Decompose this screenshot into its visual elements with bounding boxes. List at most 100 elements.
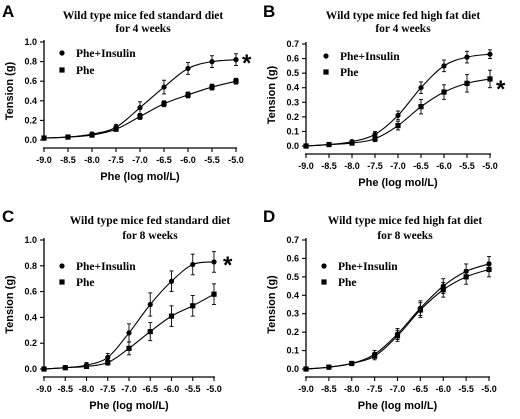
series-phe [41,77,239,141]
data-point [62,365,68,371]
data-point [185,92,191,98]
data-point [487,76,493,82]
data-point [303,366,309,372]
data-point [394,333,401,339]
x-tick-label: -8.5 [321,384,337,394]
legend-marker [323,69,329,75]
legend-marker [59,67,65,73]
legend-marker [323,53,329,59]
x-tick-label: -5.5 [204,155,220,165]
series-phe [41,283,217,372]
y-tick-label: 0.2 [24,115,37,125]
data-point [190,303,196,309]
series-line [305,268,490,370]
y-tick-label: 0.2 [286,112,299,122]
data-point [113,126,119,132]
x-tick-label: -6.0 [180,155,196,165]
data-point [105,359,111,366]
y-axis-label: Tension (g) [266,65,278,124]
panel-title-line: for 8 weeks [377,230,433,242]
x-tick-label: -6.0 [436,161,452,171]
significance-marker: * [496,76,506,103]
panel-letter: A [2,2,14,21]
x-tick-label: -8.0 [344,384,360,394]
legend-label: Phe [338,277,357,289]
y-tick-label: 0.6 [24,287,37,297]
x-tick-label: -7.5 [108,155,124,165]
y-tick-label: 0.8 [24,261,37,271]
y-tick-label: 0.0 [286,141,299,151]
series-phe [303,261,492,372]
legend-label: Phe [76,277,95,289]
y-tick-label: 0.0 [286,364,299,374]
data-point [41,366,47,372]
legend-marker [321,279,327,285]
data-point [326,141,332,148]
x-tick-label: -9.0 [298,384,314,394]
data-point [418,104,424,110]
panel-title-line: for 8 weeks [122,230,178,242]
significance-marker: * [242,50,252,77]
panel-title-line: for 4 weeks [375,23,431,35]
x-tick-label: -7.0 [390,384,406,394]
y-axis-label: Tension (g) [266,275,278,334]
series-phe-insulin [303,49,493,149]
data-point [161,84,167,90]
significance-marker: * [223,252,233,279]
legend: Phe+Insulin Phe [59,48,136,77]
y-tick-label: 0.6 [286,253,299,263]
y-tick-label: 0.6 [24,76,37,86]
legend-marker [59,279,65,285]
data-point [487,51,493,57]
legend: Phe+Insulin Phe [321,261,398,289]
y-tick-label: 1.0 [24,37,37,47]
x-tick-label: -5.0 [228,155,244,165]
x-tick-label: -6.5 [413,384,429,394]
x-tick-label: -8.0 [79,384,95,394]
data-point [326,364,332,370]
y-tick-label: 0.5 [286,68,299,78]
series-phe-insulin [41,53,239,141]
y-axis-label: Tension (g) [4,275,16,334]
legend-label: Phe+Insulin [76,48,136,60]
y-tick-label: 0.8 [24,57,37,67]
y-axis-label: Tension (g) [4,61,16,120]
panel-letter: D [263,207,275,226]
legend-label: Phe+Insulin [76,261,136,273]
y-tick-label: 0.3 [286,309,299,319]
x-tick-label: -6.0 [435,384,451,394]
panel-title-line: Wild type mice fed standard diet [70,215,231,227]
y-tick-label: 0.4 [286,290,299,300]
x-tick-label: -5.5 [185,384,201,394]
x-tick-label: -7.5 [100,384,116,394]
data-point [349,360,355,367]
data-point [209,84,215,90]
data-point [147,301,153,308]
data-point [211,259,217,265]
data-point [137,105,143,111]
data-point [349,140,355,146]
x-tick-label: -7.0 [121,384,137,394]
data-point [105,354,111,360]
x-tick-label: -7.0 [132,155,148,165]
chart-panel-D: D Wild type mice fed high fat diet for 8 w… [263,207,497,412]
x-tick-label: -5.0 [481,384,497,394]
series-phe [303,69,493,149]
data-point [441,63,447,69]
x-axis-label: Phe (log mol/L) [358,177,438,189]
y-tick-label: 0.5 [286,272,299,282]
data-point [161,101,167,107]
x-tick-label: -8.5 [60,155,76,165]
legend: Phe+Insulin Phe [59,261,136,289]
data-point [395,112,401,118]
y-tick-label: 0.4 [24,312,37,322]
legend-marker [321,263,327,269]
data-point [126,345,132,351]
y-tick-label: 0.7 [286,39,299,49]
data-point [463,274,469,280]
x-tick-label: -8.0 [344,161,360,171]
y-tick-label: 0.2 [286,327,299,337]
x-axis-label: Phe (log mol/L) [358,400,438,412]
